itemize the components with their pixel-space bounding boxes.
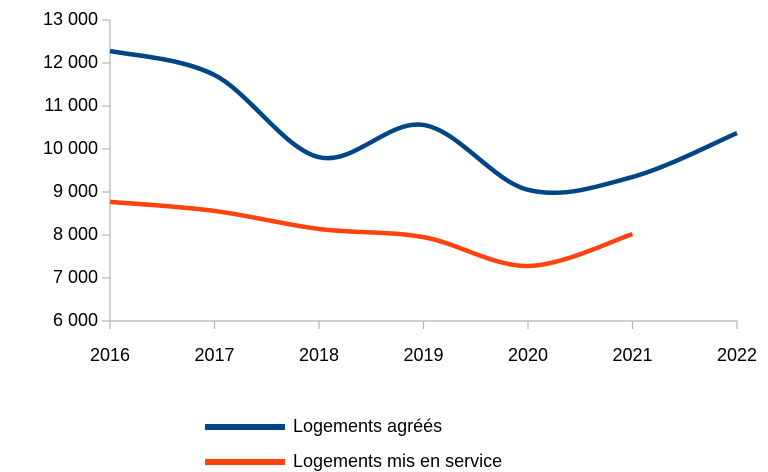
x-tick-label: 2017 bbox=[194, 345, 234, 365]
y-tick-label: 10 000 bbox=[43, 138, 98, 158]
y-tick-label: 7 000 bbox=[53, 267, 98, 287]
y-tick-label: 13 000 bbox=[43, 9, 98, 29]
x-tick-label: 2018 bbox=[299, 345, 339, 365]
x-tick-label: 2019 bbox=[403, 345, 443, 365]
y-tick-label: 9 000 bbox=[53, 181, 98, 201]
y-tick-label: 12 000 bbox=[43, 52, 98, 72]
y-tick-label: 6 000 bbox=[53, 310, 98, 330]
x-tick-label: 2022 bbox=[717, 345, 757, 365]
y-tick-label: 8 000 bbox=[53, 224, 98, 244]
y-tick-label: 11 000 bbox=[44, 95, 98, 115]
x-tick-label: 2016 bbox=[90, 345, 130, 365]
series-line bbox=[109, 199, 634, 269]
legend-label: Logements agréés bbox=[293, 416, 442, 436]
legend-label: Logements mis en service bbox=[293, 451, 502, 471]
x-tick-label: 2020 bbox=[508, 345, 548, 365]
x-tick-label: 2021 bbox=[612, 345, 652, 365]
series-line bbox=[109, 48, 738, 196]
